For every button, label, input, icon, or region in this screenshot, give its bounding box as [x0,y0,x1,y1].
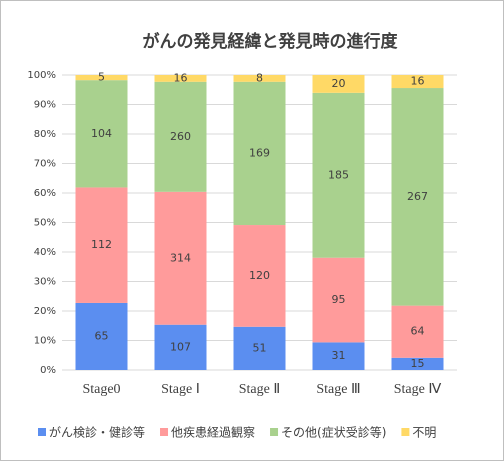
bar-segment [312,257,365,343]
data-label: 104 [91,127,112,140]
y-tick-label: 0% [40,365,56,376]
bar-segment [391,305,444,358]
data-label: 64 [411,325,425,338]
bar-segment [154,81,207,192]
bar-segment [312,92,365,258]
legend-label: 他疾患経過観察 [171,425,255,440]
y-tick-label: 50% [34,218,56,229]
data-label: 20 [332,77,346,90]
data-label: 169 [249,146,270,159]
legend-swatch [270,428,279,436]
legend-label: がん検診・健診等 [49,425,145,440]
legend-swatch [401,428,410,436]
bar-segment [154,191,207,325]
data-label: 16 [411,75,425,88]
data-label: 15 [411,357,425,370]
data-label: 8 [256,71,263,84]
bar-segment [154,75,207,82]
legend-label: その他(症状受診等) [281,425,386,440]
bar-segment [75,75,128,81]
y-tick-label: 10% [34,336,56,347]
data-label: 314 [170,251,191,264]
x-tick-label: Stage Ⅲ [316,382,360,397]
bar-segment [391,88,444,306]
x-tick-label: Stage Ⅳ [394,382,442,397]
data-label: 120 [249,269,270,282]
legend-swatch [160,428,169,436]
data-label: 31 [332,349,346,362]
bar-segment [233,75,286,82]
data-label: 260 [170,130,191,143]
data-label: 5 [98,71,105,84]
bar-segment [391,357,444,370]
y-tick-label: 60% [34,188,56,199]
bar-segment [75,80,128,188]
y-tick-label: 100% [27,70,56,81]
bar-segment [391,75,444,89]
data-label: 51 [253,341,267,354]
bar-segment [75,302,128,370]
data-label: 185 [328,168,349,181]
y-tick-label: 40% [34,247,56,258]
legend-swatch [38,428,46,436]
bar-segment [233,81,286,226]
legend-label: 不明 [412,426,436,440]
data-label: 267 [407,190,428,203]
y-tick-label: 30% [34,277,56,288]
x-tick-label: Stage Ⅰ [161,382,200,397]
bar-segment [233,225,286,327]
bar-segment [312,342,365,370]
y-tick-label: 20% [34,306,56,317]
y-tick-label: 90% [34,100,56,111]
data-label: 112 [91,238,112,251]
data-label: 16 [174,71,188,84]
bar-segment [312,75,365,93]
data-label: 95 [332,293,346,306]
y-tick-label: 80% [34,129,56,140]
data-label: 65 [95,329,109,342]
chart-title: がんの発見経緯と発見時の進行度 [143,31,399,52]
bar-segment [75,187,128,303]
data-label: 107 [170,340,191,353]
y-tick-label: 70% [34,159,56,170]
bar-segment [233,326,286,370]
x-tick-label: Stage0 [82,382,120,397]
x-tick-label: Stage Ⅱ [239,382,281,397]
bar-segment [154,324,207,370]
